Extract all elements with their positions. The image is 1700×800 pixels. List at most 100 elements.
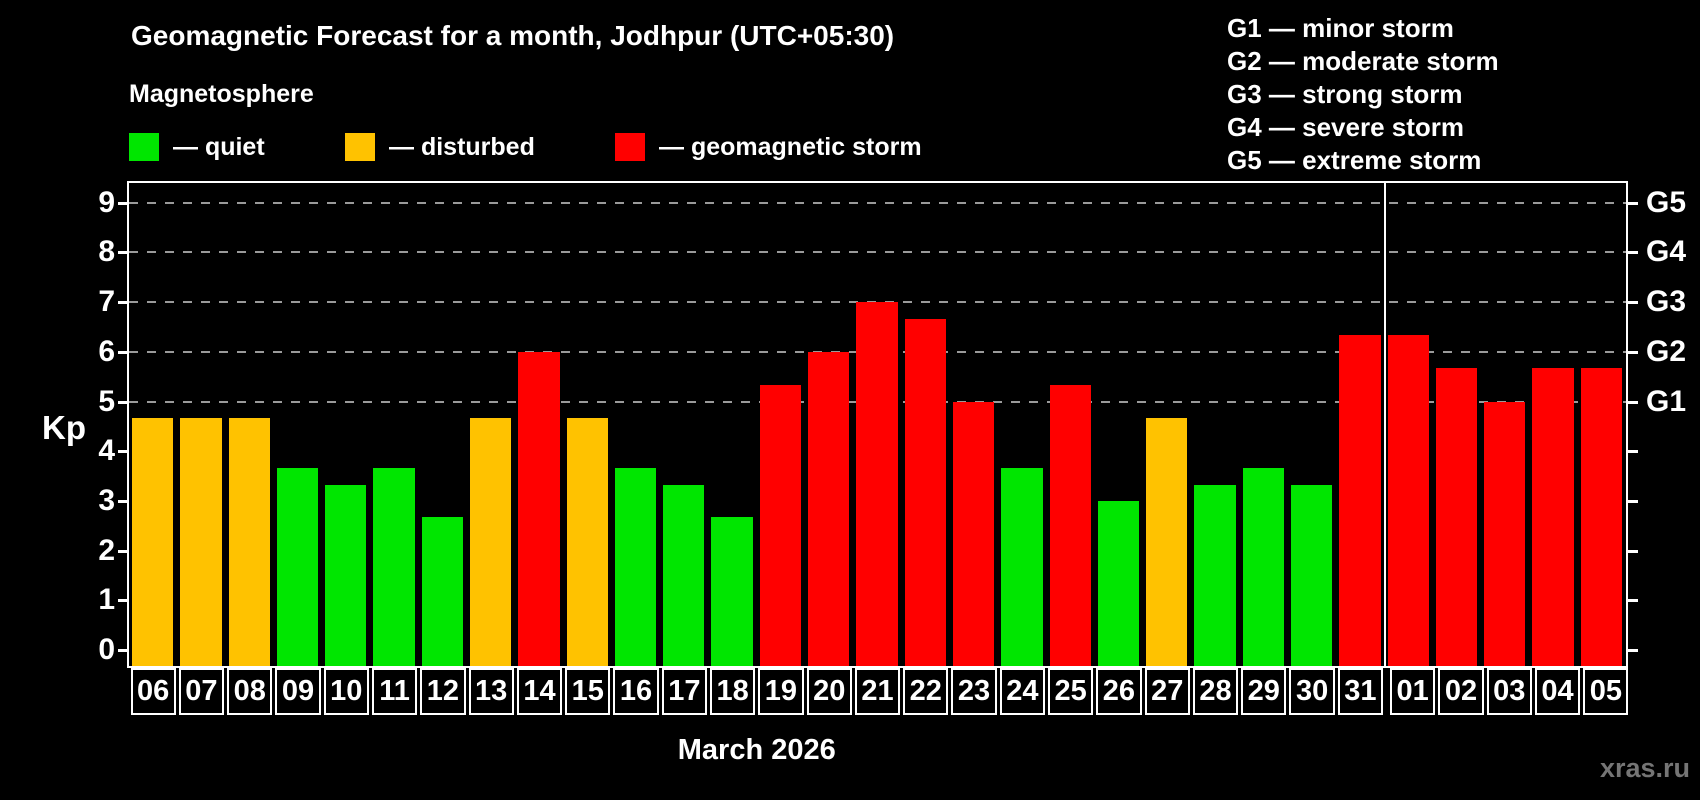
date-label-11: 11 <box>371 668 418 715</box>
storm-scale-item-3: G3 — strong storm <box>1227 79 1463 109</box>
date-label-01: 01 <box>1390 668 1436 715</box>
date-label-02: 02 <box>1438 668 1484 715</box>
storm-scale-item-4: G4 — severe storm <box>1227 112 1465 142</box>
storm-scale-item-5: G5 — extreme storm <box>1227 145 1482 175</box>
date-label-09: 09 <box>275 668 321 715</box>
bar-day-29 <box>1242 467 1284 666</box>
y-tick-5 <box>118 400 128 404</box>
right-axis-label-g5: G5 <box>1646 185 1687 219</box>
legend-swatch-disturbed <box>345 133 375 161</box>
y-tick-label-3: 3 <box>98 483 115 517</box>
bar-day-05 <box>1580 368 1622 666</box>
bar-day-26 <box>1097 500 1140 666</box>
legend-label-storm: — geomagnetic storm <box>659 133 922 161</box>
y-tick-label-1: 1 <box>98 583 115 617</box>
bar-day-02 <box>1435 368 1478 666</box>
date-label-10: 10 <box>323 668 369 715</box>
bar-day-31 <box>1339 335 1381 666</box>
storm-scale-item-1: G1 — minor storm <box>1227 13 1454 43</box>
date-label-16: 16 <box>613 668 659 715</box>
y-tick-0 <box>118 649 128 652</box>
bar-day-12 <box>421 517 464 666</box>
date-label-22: 22 <box>903 668 949 715</box>
date-label-21: 21 <box>854 668 901 715</box>
date-label-26: 26 <box>1096 668 1142 715</box>
date-label-07: 07 <box>178 668 225 715</box>
bar-day-01 <box>1387 335 1429 666</box>
chart-title: Geomagnetic Forecast for a month, Jodhpu… <box>131 20 895 51</box>
date-label-13: 13 <box>468 668 514 715</box>
y-axis-label-kp: Kp <box>42 409 86 446</box>
bar-day-13 <box>470 417 512 666</box>
bar-day-10 <box>325 484 367 666</box>
right-tick-2 <box>1628 549 1638 553</box>
date-label-19: 19 <box>758 668 804 715</box>
watermark-xras: xras.ru <box>1599 753 1690 783</box>
date-label-04: 04 <box>1534 668 1581 715</box>
date-label-24: 24 <box>999 668 1045 715</box>
bar-day-17 <box>663 484 705 666</box>
date-label-14: 14 <box>516 668 563 715</box>
plot-area <box>127 181 1628 668</box>
right-axis-label-g4: G4 <box>1646 235 1687 269</box>
y-tick-label-9: 9 <box>98 185 115 219</box>
date-label-17: 17 <box>661 668 707 715</box>
y-tick-6 <box>118 350 128 354</box>
date-label-15: 15 <box>565 668 611 715</box>
y-tick-2 <box>118 549 128 553</box>
gridline-kp7 <box>129 301 1626 304</box>
right-tick-3 <box>1628 499 1638 503</box>
y-tick-label-4: 4 <box>98 434 115 468</box>
legend-swatch-storm <box>615 133 645 161</box>
y-tick-label-8: 8 <box>98 235 115 269</box>
date-label-18: 18 <box>709 668 756 715</box>
right-tick-8 <box>1628 251 1638 255</box>
right-axis-label-g1: G1 <box>1646 384 1687 418</box>
date-label-12: 12 <box>420 668 466 715</box>
bar-day-24 <box>1001 467 1043 666</box>
bar-day-09 <box>276 467 319 666</box>
bar-day-27 <box>1146 417 1188 666</box>
right-axis-label-g2: G2 <box>1646 334 1687 368</box>
right-tick-6 <box>1628 350 1638 354</box>
y-tick-label-7: 7 <box>98 285 115 319</box>
bar-day-20 <box>808 351 850 666</box>
date-label-29: 29 <box>1241 668 1287 715</box>
date-label-06: 06 <box>130 668 176 715</box>
date-label-23: 23 <box>951 668 997 715</box>
gridline-kp8 <box>129 251 1626 254</box>
date-label-30: 30 <box>1289 668 1335 715</box>
right-tick-0 <box>1628 649 1638 652</box>
y-tick-3 <box>118 499 128 503</box>
right-tick-9 <box>1628 201 1638 205</box>
date-label-08: 08 <box>227 668 273 715</box>
date-label-27: 27 <box>1144 668 1190 715</box>
y-tick-label-0: 0 <box>98 633 115 666</box>
date-label-03: 03 <box>1486 668 1532 715</box>
month-separator-line <box>1383 183 1386 666</box>
date-label-28: 28 <box>1192 668 1239 715</box>
legend-swatch-quiet <box>129 133 159 161</box>
date-label-20: 20 <box>806 668 852 715</box>
bar-day-04 <box>1532 368 1574 666</box>
right-tick-7 <box>1628 301 1638 305</box>
storm-scale-item-2: G2 — moderate storm <box>1227 46 1499 76</box>
right-tick-1 <box>1628 599 1638 603</box>
right-tick-4 <box>1628 450 1638 454</box>
bar-day-28 <box>1194 484 1236 666</box>
right-tick-5 <box>1628 400 1638 404</box>
bar-day-30 <box>1290 484 1333 666</box>
magnetosphere-label: Magnetosphere <box>129 80 314 108</box>
bar-day-06 <box>132 417 174 666</box>
bar-day-19 <box>759 385 802 666</box>
bar-day-14 <box>518 351 560 666</box>
bar-day-15 <box>566 417 608 666</box>
y-tick-label-6: 6 <box>98 334 115 368</box>
y-tick-7 <box>118 301 128 305</box>
bar-day-07 <box>180 417 222 666</box>
y-tick-1 <box>118 599 128 603</box>
y-tick-9 <box>118 201 128 205</box>
storm-scale-legend: G1 — minor storm G2 — moderate storm G3 — … <box>1227 12 1499 177</box>
bar-day-18 <box>711 517 753 666</box>
